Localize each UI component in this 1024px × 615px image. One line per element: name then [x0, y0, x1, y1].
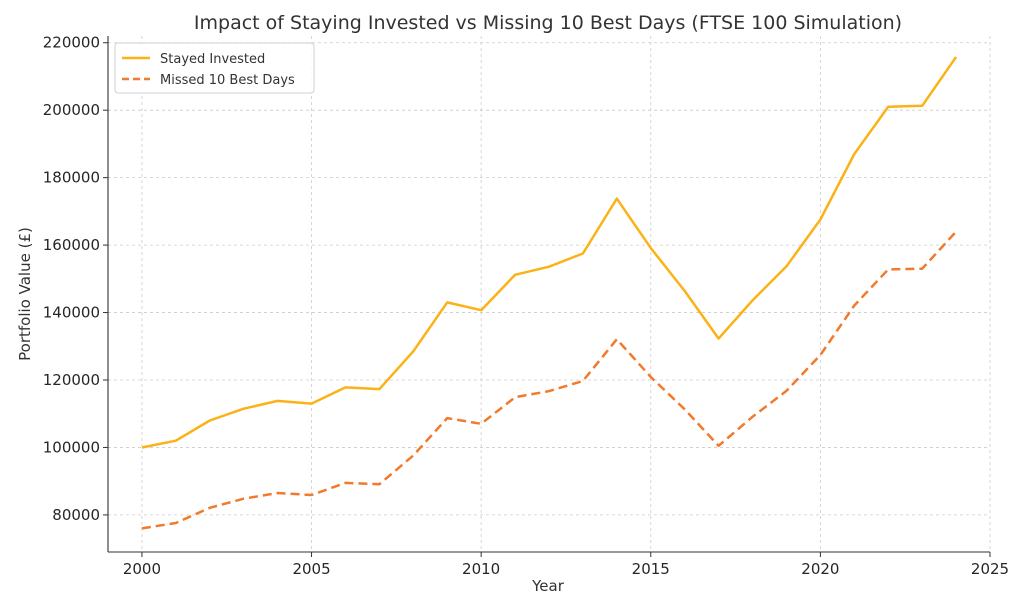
x-tick-label: 2015: [632, 560, 670, 578]
x-axis-label: Year: [531, 577, 565, 595]
legend-box: [114, 42, 315, 94]
x-tick-label: 2025: [971, 560, 1009, 578]
grid: [108, 36, 991, 552]
y-tick-label: 180000: [43, 169, 100, 187]
legend-label-stayed-invested: Stayed Invested: [160, 52, 265, 67]
y-tick-label: 160000: [43, 236, 100, 254]
x-tick-label: 2000: [123, 560, 161, 578]
y-tick-label: 100000: [43, 438, 100, 456]
series-line-stayed-invested: [141, 56, 958, 449]
ticks: 2000 2005 2010 2015 2020 2025 80000 100000 12000…: [43, 34, 1009, 578]
legend: Stayed Invested Missed 10 Best Days: [114, 42, 315, 94]
axes: [107, 36, 990, 553]
y-axis-label: Portfolio Value (£): [16, 227, 34, 361]
y-tick-label: 120000: [43, 371, 100, 389]
series-lines: [141, 56, 958, 530]
x-tick-label: 2020: [801, 560, 839, 578]
y-tick-label: 80000: [52, 506, 100, 524]
y-tick-label: 200000: [43, 101, 100, 119]
x-tick-label: 2010: [462, 560, 500, 578]
y-tick-label: 140000: [43, 304, 100, 322]
series-line-missed-10-best-days: [141, 230, 958, 530]
x-tick-label: 2005: [292, 560, 330, 578]
legend-label-missed-10-best-days: Missed 10 Best Days: [160, 73, 295, 88]
chart-title: Impact of Staying Invested vs Missing 10…: [194, 12, 902, 34]
y-tick-label: 220000: [43, 34, 100, 52]
